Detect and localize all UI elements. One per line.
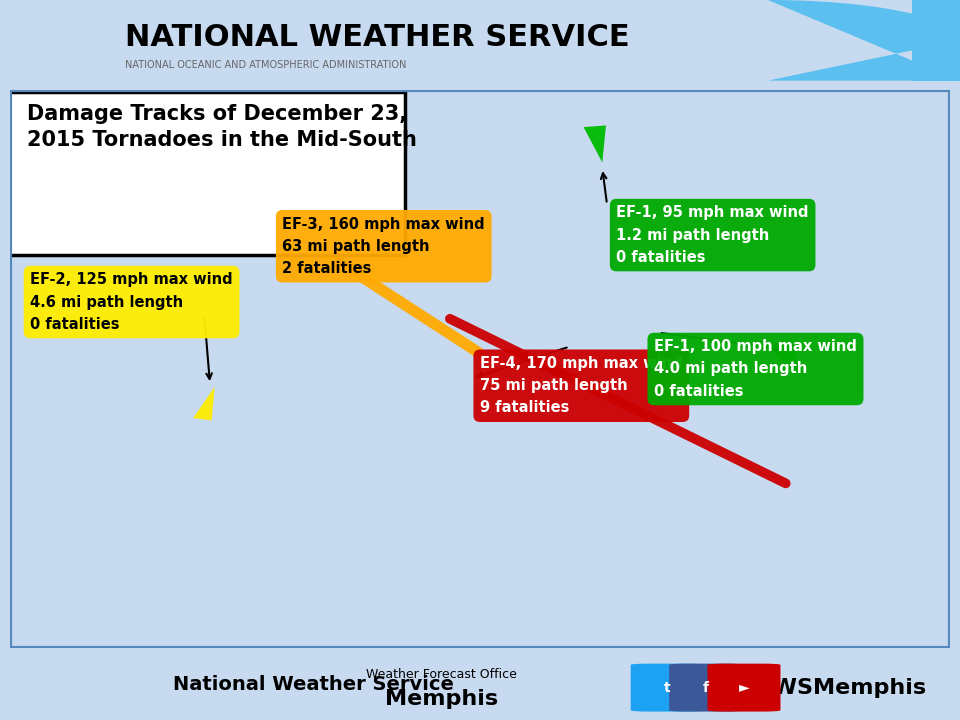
Text: EF-1, 100 mph max wind
4.0 mi path length
0 fatalities: EF-1, 100 mph max wind 4.0 mi path lengt… xyxy=(654,339,857,399)
FancyBboxPatch shape xyxy=(5,91,405,255)
Text: t: t xyxy=(664,680,670,695)
Text: NATIONAL WEATHER SERVICE: NATIONAL WEATHER SERVICE xyxy=(125,22,630,52)
FancyBboxPatch shape xyxy=(708,664,780,711)
Text: Weather Forecast Office: Weather Forecast Office xyxy=(366,668,517,681)
Polygon shape xyxy=(193,387,215,420)
Text: National Weather Service: National Weather Service xyxy=(173,675,454,694)
Text: NWSMemphis: NWSMemphis xyxy=(754,678,926,698)
Polygon shape xyxy=(770,344,800,374)
Text: Memphis: Memphis xyxy=(385,689,498,709)
Text: EF-3, 160 mph max wind
63 mi path length
2 fatalities: EF-3, 160 mph max wind 63 mi path length… xyxy=(282,217,485,276)
Polygon shape xyxy=(768,0,960,81)
Text: Damage Tracks of December 23,
2015 Tornadoes in the Mid-South: Damage Tracks of December 23, 2015 Torna… xyxy=(27,104,417,150)
FancyBboxPatch shape xyxy=(669,664,742,711)
Text: EF-1, 95 mph max wind
1.2 mi path length
0 fatalities: EF-1, 95 mph max wind 1.2 mi path length… xyxy=(616,205,809,265)
Polygon shape xyxy=(584,125,606,163)
Text: EF-4, 170 mph max wind
75 mi path length
9 fatalities: EF-4, 170 mph max wind 75 mi path length… xyxy=(480,356,683,415)
Polygon shape xyxy=(912,0,960,81)
Text: EF-2, 125 mph max wind
4.6 mi path length
0 fatalities: EF-2, 125 mph max wind 4.6 mi path lengt… xyxy=(31,272,233,332)
Text: NATIONAL OCEANIC AND ATMOSPHERIC ADMINISTRATION: NATIONAL OCEANIC AND ATMOSPHERIC ADMINIS… xyxy=(125,60,406,71)
FancyBboxPatch shape xyxy=(631,664,704,711)
Text: ►: ► xyxy=(738,680,750,695)
Text: f: f xyxy=(703,680,708,695)
